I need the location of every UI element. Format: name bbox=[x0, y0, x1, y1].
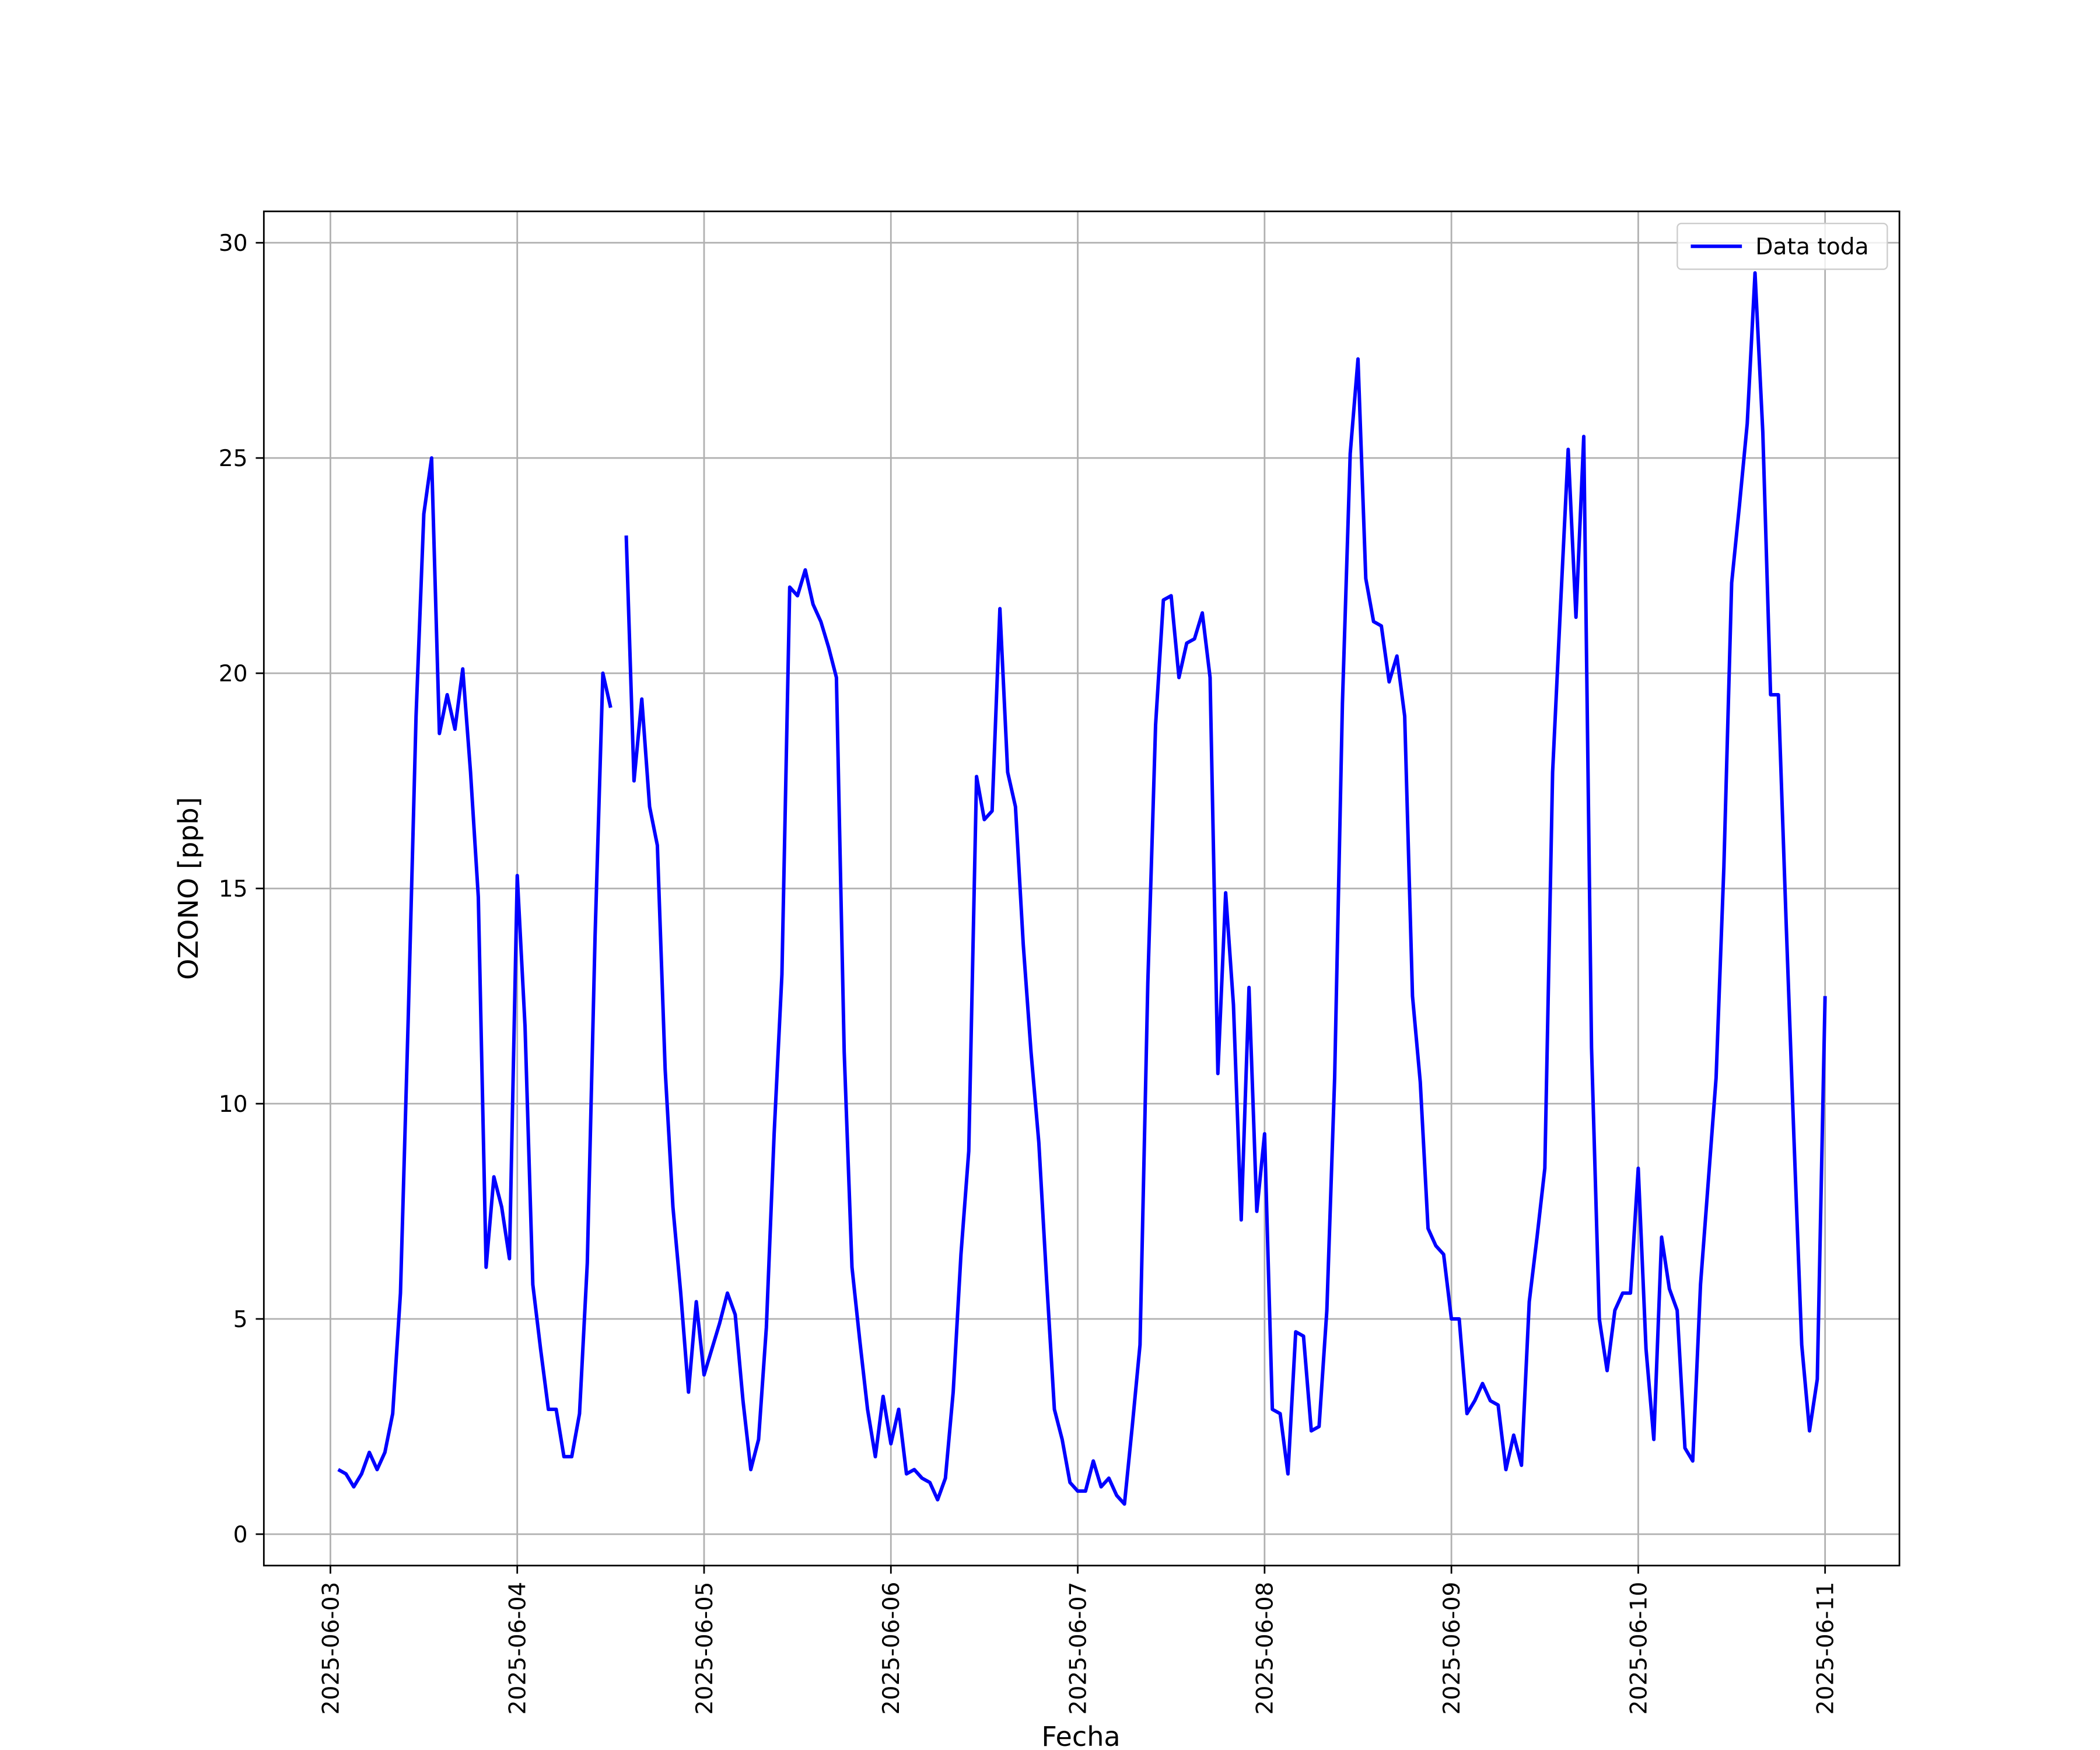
legend-box bbox=[1676, 222, 1888, 270]
x-tick-label: 2025-06-05 bbox=[692, 1582, 718, 1715]
x-tick-label: 2025-06-11 bbox=[1813, 1582, 1839, 1715]
legend-label: Data toda bbox=[1755, 234, 1868, 260]
x-axis-label: Fecha bbox=[1041, 1721, 1120, 1750]
legend: Data toda bbox=[1676, 222, 1888, 270]
y-tick-label: 10 bbox=[219, 1091, 248, 1118]
x-tick-label: 2025-06-08 bbox=[1252, 1582, 1279, 1715]
y-tick-label: 5 bbox=[233, 1307, 248, 1333]
x-tick-label: 2025-06-04 bbox=[505, 1582, 531, 1715]
x-tick-label: 2025-06-03 bbox=[318, 1582, 344, 1715]
y-tick-label: 20 bbox=[219, 661, 248, 687]
y-tick-label: 15 bbox=[219, 876, 248, 902]
x-tick-label: 2025-06-07 bbox=[1065, 1582, 1091, 1715]
y-axis-label: OZONO [ppb] bbox=[173, 797, 204, 980]
x-tick-label: 2025-06-10 bbox=[1626, 1582, 1652, 1715]
y-tick-label: 30 bbox=[219, 230, 248, 257]
y-tick-label: 25 bbox=[219, 446, 248, 472]
x-tick-label: 2025-06-09 bbox=[1439, 1582, 1465, 1715]
plot-frame bbox=[262, 210, 1901, 1567]
data-line bbox=[337, 456, 612, 1489]
data-line bbox=[624, 271, 1827, 1506]
x-tick-label: 2025-06-06 bbox=[878, 1582, 905, 1715]
y-tick-label: 0 bbox=[233, 1522, 248, 1548]
